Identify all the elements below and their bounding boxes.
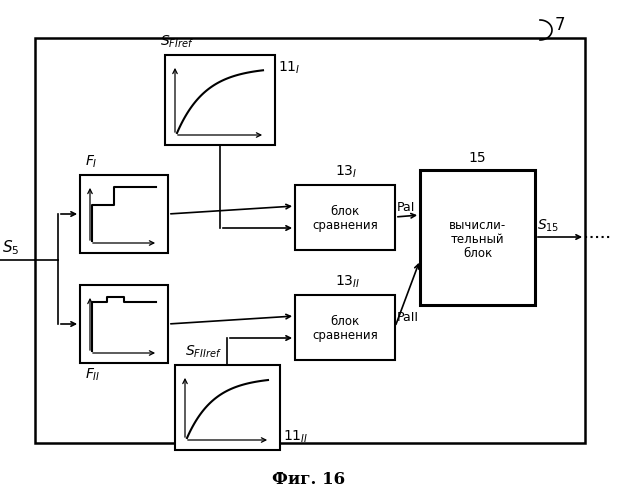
Text: сравнения: сравнения xyxy=(312,329,378,342)
Text: 7: 7 xyxy=(555,16,566,34)
Text: PaI: PaI xyxy=(397,201,415,214)
Text: блок: блок xyxy=(463,247,492,260)
Text: $13_{II}$: $13_{II}$ xyxy=(335,274,360,290)
Text: $11_{I}$: $11_{I}$ xyxy=(278,60,300,76)
Text: $S_{FIref}$: $S_{FIref}$ xyxy=(160,34,194,50)
Text: $S_{FIIref}$: $S_{FIIref}$ xyxy=(185,344,222,360)
Text: $11_{II}$: $11_{II}$ xyxy=(283,428,308,445)
Text: $S_5$: $S_5$ xyxy=(2,238,19,257)
Bar xyxy=(295,295,395,360)
Text: $13_{I}$: $13_{I}$ xyxy=(335,164,357,180)
Text: PaII: PaII xyxy=(397,311,419,324)
Bar xyxy=(35,38,585,443)
Text: 15: 15 xyxy=(469,151,487,165)
Bar xyxy=(420,170,535,305)
Bar xyxy=(165,55,275,145)
Text: $F_{II}$: $F_{II}$ xyxy=(85,367,100,384)
Bar xyxy=(80,175,168,253)
Text: Фиг. 16: Фиг. 16 xyxy=(272,471,345,488)
Text: вычисли-: вычисли- xyxy=(449,219,506,232)
Text: блок: блок xyxy=(331,205,360,218)
Text: $S_{15}$: $S_{15}$ xyxy=(537,218,560,234)
Text: блок: блок xyxy=(331,315,360,328)
Bar xyxy=(175,365,280,450)
Bar xyxy=(295,185,395,250)
Text: $F_{I}$: $F_{I}$ xyxy=(85,154,98,170)
Text: тельный: тельный xyxy=(451,233,504,246)
Bar xyxy=(80,285,168,363)
Text: сравнения: сравнения xyxy=(312,219,378,232)
